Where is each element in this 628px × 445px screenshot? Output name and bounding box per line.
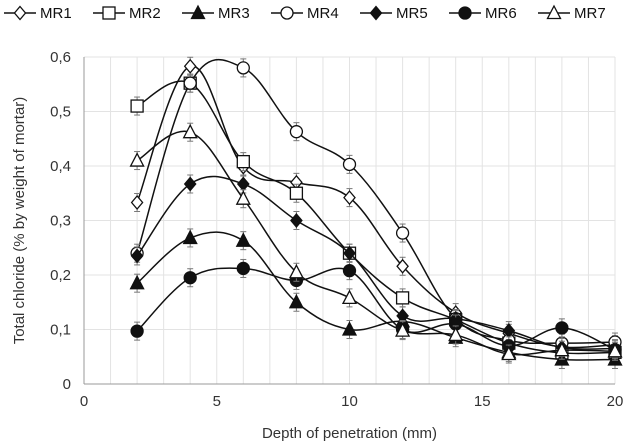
legend-item-mr1: MR1: [4, 5, 72, 22]
legend-label-mr3: MR3: [218, 5, 250, 22]
data-point-mr3: [235, 232, 251, 247]
data-point-mr7: [341, 289, 358, 305]
legend-item-mr4: MR4: [271, 5, 339, 22]
data-point-mr2: [130, 99, 144, 113]
data-point-mr7: [607, 342, 623, 358]
y-tick-label: 0,1: [50, 322, 71, 339]
legend-marker-mr3: [190, 4, 206, 20]
legend-item-mr5: MR5: [360, 5, 428, 22]
data-point-mr5: [236, 176, 250, 192]
data-point-mr6: [236, 261, 250, 276]
series-line-mr2: [136, 80, 616, 355]
tick-labels: 0 5 10 15 20 0 0,1 0,2 0,3 0,4 0,5 0,6: [50, 49, 623, 410]
data-point-mr3: [182, 229, 198, 245]
legend: MR1 MR2 MR3 MR4 MR5 MR6 MR7: [4, 4, 606, 22]
legend-item-mr6: MR6: [449, 5, 517, 22]
legend-label-mr5: MR5: [396, 5, 428, 22]
data-point-mr7: [182, 123, 198, 139]
series-line-mr3: [136, 231, 616, 361]
x-axis-title: Depth of penetration (mm): [262, 425, 437, 442]
x-tick-label: 10: [341, 393, 358, 410]
plot-area: [129, 56, 623, 369]
y-tick-label: 0,5: [50, 104, 71, 121]
data-point-mr6: [183, 271, 197, 285]
y-axis-title: Total chloride (% by weight of mortar): [11, 97, 28, 345]
data-point-mr7: [448, 326, 464, 342]
data-point-mr3: [288, 293, 304, 309]
data-point-mr2: [236, 154, 250, 169]
legend-marker-mr1: [13, 5, 27, 21]
legend-item-mr3: MR3: [182, 4, 250, 22]
legend-item-mr7: MR7: [538, 4, 606, 22]
series-line-mr6: [136, 267, 616, 351]
data-point-mr7: [395, 322, 411, 337]
data-point-mr3: [129, 274, 145, 290]
data-point-mr1: [396, 258, 409, 274]
data-point-mr5: [343, 245, 356, 261]
data-point-mr5: [290, 212, 303, 229]
data-point-mr2: [395, 291, 410, 305]
legend-marker-mr5: [369, 5, 383, 21]
x-tick-label: 20: [607, 393, 624, 410]
data-point-mr7: [501, 345, 517, 361]
y-tick-label: 0,6: [50, 49, 71, 66]
data-point-mr4: [395, 226, 410, 240]
series-mr3: [129, 228, 623, 369]
data-point-mr4: [289, 125, 304, 139]
data-point-mr6: [130, 324, 144, 338]
data-point-mr1: [343, 190, 356, 206]
series-mr7: [129, 122, 623, 364]
x-tick-label: 0: [80, 393, 88, 410]
data-point-mr5: [130, 248, 144, 264]
legend-item-mr2: MR2: [93, 5, 161, 22]
series-line-mr5: [136, 175, 616, 350]
legend-marker-mr2: [102, 6, 116, 20]
data-point-mr6: [342, 263, 357, 278]
legend-label-mr4: MR4: [307, 5, 339, 22]
legend-label-mr1: MR1: [40, 5, 72, 22]
data-point-mr7: [554, 341, 570, 357]
x-tick-label: 15: [474, 393, 491, 410]
data-point-mr4: [183, 76, 197, 90]
legend-label-mr7: MR7: [574, 5, 606, 22]
legend-marker-mr4: [280, 6, 294, 20]
data-point-mr2: [289, 186, 304, 200]
axes: [83, 57, 615, 385]
series-line-mr7: [136, 130, 616, 356]
data-point-mr5: [183, 176, 197, 192]
data-point-mr6: [555, 321, 569, 335]
data-point-mr3: [341, 321, 358, 336]
data-point-mr7: [288, 263, 304, 279]
y-tick-label: 0,4: [50, 158, 71, 175]
data-point-mr4: [342, 157, 357, 172]
legend-marker-mr7: [546, 4, 562, 20]
legend-label-mr2: MR2: [129, 5, 161, 22]
y-tick-label: 0,3: [50, 213, 71, 230]
data-point-mr7: [129, 152, 145, 167]
data-point-mr1: [130, 195, 144, 211]
data-point-mr7: [235, 190, 251, 205]
legend-marker-mr6: [458, 6, 472, 20]
x-tick-label: 5: [213, 393, 221, 410]
y-tick-label: 0: [63, 376, 71, 393]
legend-label-mr6: MR6: [485, 5, 517, 22]
data-point-mr4: [236, 61, 250, 75]
y-tick-label: 0,2: [50, 267, 71, 284]
data-point-mr1: [183, 58, 197, 74]
